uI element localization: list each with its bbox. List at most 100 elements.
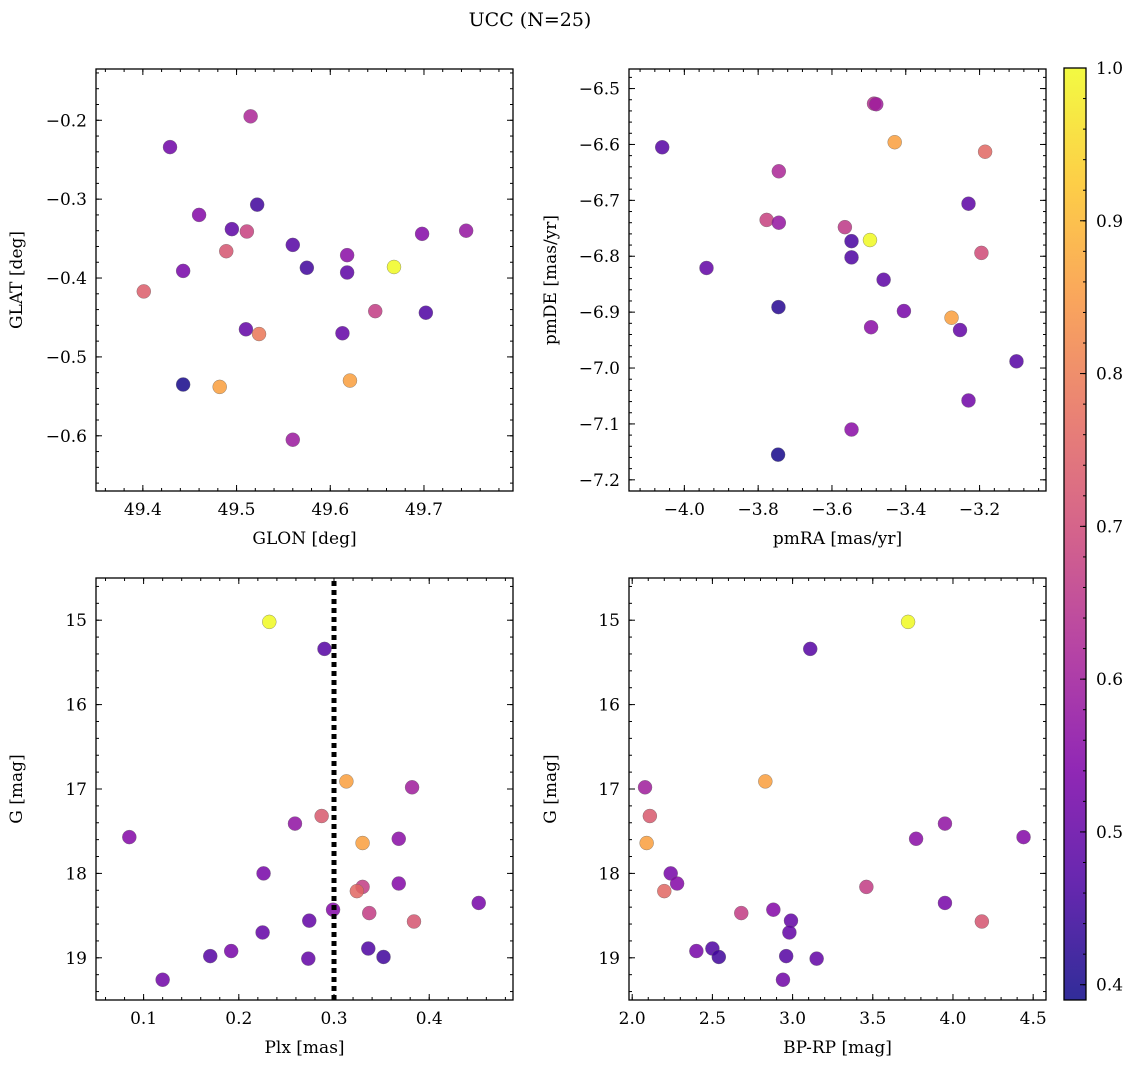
data-point — [766, 902, 781, 917]
data-point — [243, 109, 258, 124]
data-point — [136, 284, 152, 299]
data-point — [122, 829, 137, 845]
x-tick-label: 3.5 — [859, 1009, 886, 1029]
panel-4: 2.0 2.5 3.0 3.5 4.0 4.5 15 16 17 18 19 BP-RP [mag] G… — [541, 577, 1047, 1058]
x-tick-label: 0.1 — [130, 1009, 157, 1029]
colorbar: 0.4 0.5 0.6 0.7 0.8 0.9 1.0 — [1063, 59, 1123, 1001]
data-point — [639, 835, 654, 851]
data-point — [255, 925, 270, 940]
y-axis-label: G [mag] — [541, 754, 561, 823]
colorbar-tick-label: 0.7 — [1096, 517, 1123, 537]
data-point — [961, 393, 976, 408]
data-point — [802, 641, 818, 657]
data-point — [974, 245, 989, 261]
x-tick-label: 49.7 — [405, 500, 443, 520]
data-point — [669, 876, 685, 891]
data-point — [314, 808, 329, 824]
y-tick-label: −7.2 — [579, 471, 620, 491]
x-tick-label: 0.4 — [416, 1009, 443, 1029]
data-point — [339, 774, 354, 789]
y-tick-label: 18 — [598, 864, 620, 884]
data-point — [251, 326, 267, 342]
data-point — [367, 303, 383, 319]
data-point — [224, 221, 240, 237]
x-tick-label: 3.0 — [779, 1009, 806, 1029]
data-point — [391, 831, 407, 847]
ticks — [629, 578, 1046, 1000]
y-tick-label: 16 — [65, 696, 87, 716]
data-point — [391, 876, 407, 891]
y-tick-label: −6.7 — [579, 191, 620, 211]
x-tick-label: 2.5 — [699, 1009, 726, 1029]
y-tick-label: −0.2 — [46, 111, 87, 131]
x-tick-label: 49.4 — [124, 500, 162, 520]
data-point — [689, 943, 704, 959]
x-tick-label: 49.5 — [218, 500, 256, 520]
data-point — [406, 914, 422, 929]
y-axis-label: pmDE [mas/yr] — [541, 215, 561, 345]
data-point — [458, 223, 474, 238]
data-point — [212, 379, 227, 395]
data-point — [339, 265, 355, 280]
y-tick-label: −7.0 — [579, 359, 620, 379]
x-tick-label: 4.0 — [939, 1009, 966, 1029]
colorbar-tick-label: 0.6 — [1096, 670, 1123, 690]
points — [654, 96, 1024, 462]
data-point — [778, 948, 794, 964]
points — [136, 109, 474, 447]
data-point — [637, 780, 653, 795]
data-point — [876, 272, 891, 287]
y-tick-label: −6.9 — [579, 303, 620, 323]
y-tick-label: −6.8 — [579, 247, 620, 267]
data-point — [844, 233, 859, 249]
data-point — [657, 883, 672, 899]
data-point — [771, 299, 786, 315]
x-tick-label: 2.0 — [619, 1009, 646, 1029]
data-point — [961, 196, 976, 211]
points — [122, 614, 486, 987]
y-tick-label: −6.5 — [579, 80, 620, 100]
data-point — [937, 816, 953, 831]
y-tick-label: 18 — [65, 864, 87, 884]
data-point — [355, 835, 370, 851]
y-tick-label: −0.5 — [46, 348, 87, 368]
points — [637, 614, 1031, 987]
data-point — [782, 925, 797, 940]
data-point — [944, 310, 959, 325]
y-tick-label: −6.6 — [579, 135, 620, 155]
ticks — [96, 578, 513, 1000]
x-tick-label: −4.0 — [664, 500, 705, 520]
data-point — [771, 215, 787, 230]
y-tick-label: −0.4 — [46, 269, 87, 289]
data-point — [219, 243, 234, 259]
y-axis-label: G [mag] — [7, 754, 27, 823]
panel-1: 49.4 49.5 49.6 49.7 −0.2 −0.3 −0.4 −0.5 −0.6 GLON… — [7, 68, 514, 549]
y-tick-label: −0.6 — [46, 427, 87, 447]
colorbar-gradient — [1064, 68, 1086, 1000]
data-point — [654, 140, 670, 155]
colorbar-tick-label: 1.0 — [1096, 59, 1123, 79]
x-axis-label: pmRA [mas/yr] — [773, 529, 902, 549]
panel-2: −4.0 −3.8 −3.6 −3.4 −3.2 −6.5 −6.6 −6.7 −6.8 −6.9… — [541, 68, 1047, 549]
y-tick-label: 15 — [598, 611, 620, 631]
data-point — [262, 614, 277, 630]
data-point — [771, 164, 787, 179]
data-point — [868, 96, 884, 112]
figure-title: UCC (N=25) — [469, 9, 592, 31]
plot-frame — [628, 577, 1047, 1001]
data-point — [287, 816, 303, 831]
data-point — [937, 895, 953, 911]
data-point — [342, 373, 358, 388]
data-point — [249, 197, 265, 212]
colorbar-tick-label: 0.9 — [1096, 212, 1123, 232]
x-tick-label: 0.3 — [320, 1009, 347, 1029]
data-point — [361, 905, 377, 921]
data-point — [376, 949, 391, 965]
x-axis-label: GLON [deg] — [252, 529, 356, 549]
data-point — [977, 144, 993, 159]
data-point — [285, 237, 301, 253]
y-tick-label: 17 — [598, 780, 620, 800]
colorbar-tick-label: 0.8 — [1096, 365, 1123, 385]
x-tick-label: 49.6 — [311, 500, 349, 520]
